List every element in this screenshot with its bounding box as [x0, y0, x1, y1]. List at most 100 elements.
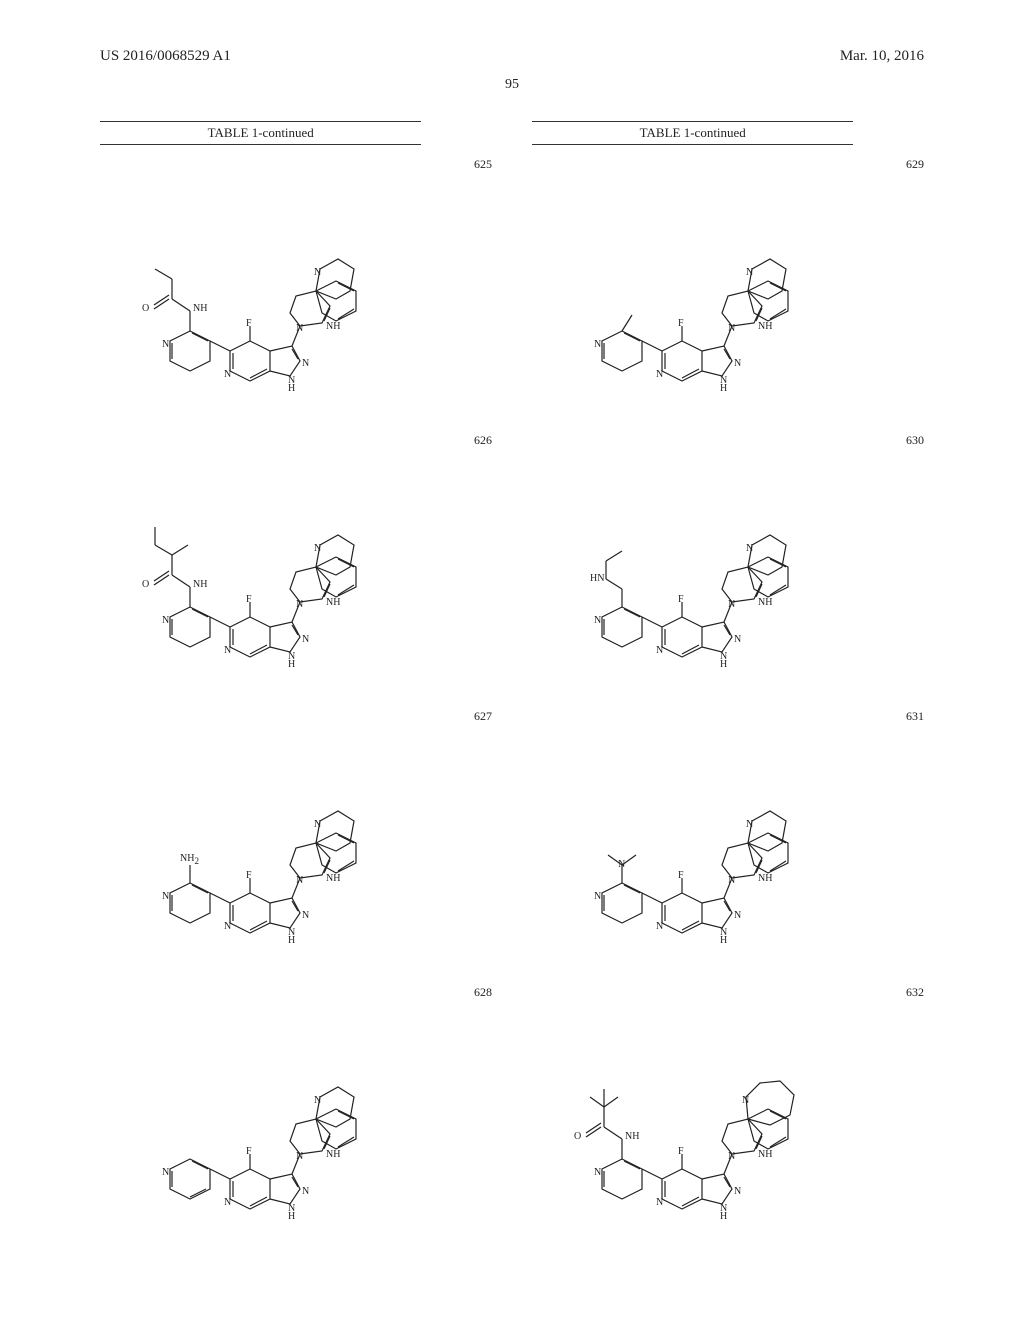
atom-N: N [618, 859, 625, 870]
atom-NH: NH [326, 873, 340, 884]
compound-cell: 628 [100, 979, 492, 1219]
compound-number: 630 [906, 433, 924, 448]
chemical-structure: F NH O N N N N H N NH N [532, 979, 852, 1219]
compound-cell: 630 [532, 427, 924, 667]
atom-N: N [656, 645, 663, 656]
atom-NH: NH [193, 303, 207, 314]
atom-N: N [302, 1186, 309, 1197]
chemical-structure: F NH2 N N N N H N NH N [100, 703, 420, 943]
atom-NH2: NH2 [180, 853, 199, 866]
atom-N: N [728, 599, 735, 610]
atom-N: N [746, 819, 753, 830]
atom-N: N [742, 1095, 749, 1106]
atom-F: F [246, 318, 252, 329]
atom-N: N [296, 875, 303, 886]
atom-NH: NH [326, 1149, 340, 1160]
atom-O: O [142, 303, 149, 314]
atom-H: H [288, 935, 295, 943]
page-number: 95 [100, 77, 924, 93]
atom-N: N [734, 358, 741, 369]
compound-cell: 629 [532, 151, 924, 391]
atom-H: H [720, 383, 727, 391]
atom-F: F [678, 318, 684, 329]
atom-H: H [288, 383, 295, 391]
atom-N: N [734, 1186, 741, 1197]
atom-N: N [296, 599, 303, 610]
chemical-structure: F HN N N N N H N NH N [532, 427, 852, 667]
atom-N: N [162, 339, 169, 350]
atom-N: N [162, 615, 169, 626]
atom-N: N [746, 267, 753, 278]
chemical-structure: F N N N N N H N NH N [532, 703, 852, 943]
compound-number: 625 [474, 157, 492, 172]
atom-F: F [246, 1146, 252, 1157]
atom-N: N [728, 875, 735, 886]
atom-N: N [594, 891, 601, 902]
atom-N: N [302, 910, 309, 921]
compound-cell: 632 [532, 979, 924, 1219]
atom-N: N [594, 615, 601, 626]
atom-N: N [302, 634, 309, 645]
atom-N: N [314, 543, 321, 554]
atom-H: H [720, 659, 727, 667]
atom-N: N [746, 543, 753, 554]
atom-H: H [720, 1211, 727, 1219]
atom-N: N [224, 369, 231, 380]
compound-number: 631 [906, 709, 924, 724]
chemical-structure: F N N N N H N NH N [100, 979, 420, 1219]
atom-O: O [142, 579, 149, 590]
compound-cell: 625 [100, 151, 492, 391]
atom-H: H [720, 935, 727, 943]
atom-N: N [656, 1197, 663, 1208]
compound-number: 627 [474, 709, 492, 724]
atom-O: O [574, 1131, 581, 1142]
atom-NH: NH [758, 321, 772, 332]
atom-F: F [678, 594, 684, 605]
compound-cell: 627 [100, 703, 492, 943]
atom-N: N [296, 323, 303, 334]
atom-N: N [728, 1151, 735, 1162]
atom-NH: NH [758, 597, 772, 608]
atom-N: N [302, 358, 309, 369]
compound-number: 626 [474, 433, 492, 448]
atom-N: N [656, 369, 663, 380]
atom-NH: NH [625, 1131, 639, 1142]
atom-N: N [314, 819, 321, 830]
atom-N: N [296, 1151, 303, 1162]
right-column: TABLE 1-continued 629 [532, 121, 924, 1255]
chemical-structure: F NH O N N N N H N NH N [100, 151, 420, 391]
atom-NH: NH [193, 579, 207, 590]
atom-F: F [678, 870, 684, 881]
chemical-structure: F N N N N H N NH N [532, 151, 852, 391]
atom-H: H [288, 659, 295, 667]
page-header: US 2016/0068529 A1 Mar. 10, 2016 [100, 48, 924, 65]
atom-N: N [314, 1095, 321, 1106]
atom-N: N [594, 1167, 601, 1178]
compound-number: 629 [906, 157, 924, 172]
table-caption-left: TABLE 1-continued [100, 121, 421, 145]
compound-cell: 626 [100, 427, 492, 667]
atom-N: N [162, 891, 169, 902]
atom-N: N [656, 921, 663, 932]
atom-N: N [728, 323, 735, 334]
atom-N: N [224, 1197, 231, 1208]
chemical-structure: F NH O N N N N H N NH N [100, 427, 420, 667]
left-column: TABLE 1-continued 625 [100, 121, 492, 1255]
publication-date: Mar. 10, 2016 [840, 48, 924, 65]
publication-number: US 2016/0068529 A1 [100, 48, 231, 65]
table-caption-right: TABLE 1-continued [532, 121, 853, 145]
compound-number: 632 [906, 985, 924, 1000]
atom-N: N [594, 339, 601, 350]
compound-cell: 631 [532, 703, 924, 943]
compound-number: 628 [474, 985, 492, 1000]
atom-N: N [734, 910, 741, 921]
atom-HN: HN [590, 573, 604, 584]
atom-N: N [314, 267, 321, 278]
atom-N: N [162, 1167, 169, 1178]
atom-F: F [246, 870, 252, 881]
atom-N: N [734, 634, 741, 645]
atom-F: F [246, 594, 252, 605]
atom-N: N [224, 645, 231, 656]
atom-NH: NH [758, 1149, 772, 1160]
atom-NH: NH [326, 321, 340, 332]
